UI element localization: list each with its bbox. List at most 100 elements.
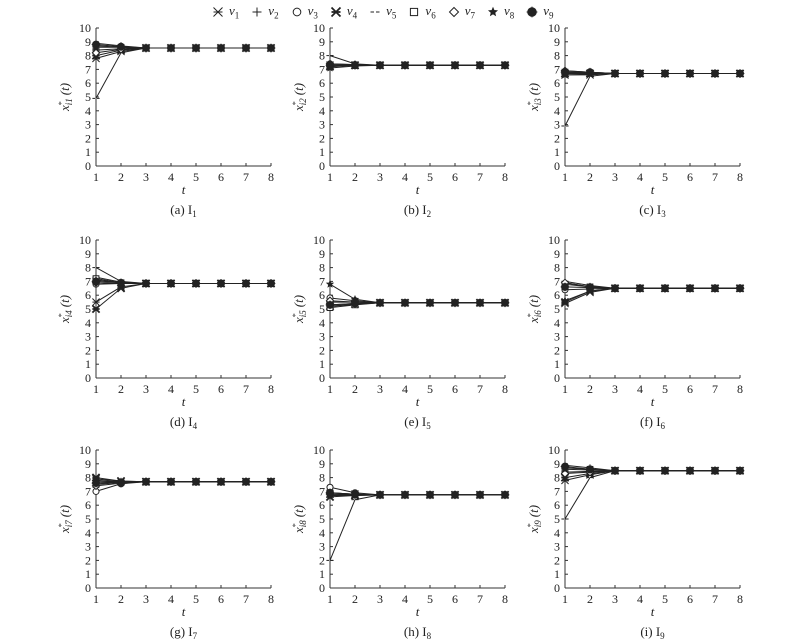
plus-marker-icon — [252, 7, 262, 17]
data-point — [560, 462, 570, 471]
data-point — [635, 283, 645, 293]
series-v9 — [91, 40, 276, 53]
x-tick-label: 3 — [612, 592, 618, 606]
data-point — [425, 60, 435, 70]
y-tick-label: 1 — [554, 357, 560, 371]
y-tick-label: 9 — [319, 247, 325, 261]
legend-item-v3: v3 — [289, 3, 318, 21]
heavy-asterisk-marker-icon — [330, 6, 341, 18]
legend-item-v2: v2 — [249, 3, 279, 21]
y-tick-label: 2 — [85, 553, 91, 567]
x-tick-label: 2 — [587, 170, 593, 184]
x-tick-label: 5 — [193, 592, 199, 606]
y-tick-label: 5 — [85, 90, 91, 104]
y-tick-label: 1 — [554, 567, 560, 581]
y-tick-label: 5 — [85, 302, 91, 316]
data-point — [266, 43, 276, 53]
x-tick-label: 8 — [737, 170, 743, 184]
series-v9 — [91, 477, 276, 488]
y-tick-label: 10 — [79, 21, 91, 35]
x-tick-label: 5 — [427, 382, 433, 396]
y-tick-label: 8 — [319, 49, 325, 63]
x-tick-label: 6 — [452, 170, 458, 184]
y-tick-label: 1 — [85, 357, 91, 371]
x-tick-label: 2 — [587, 382, 593, 396]
data-point — [166, 43, 176, 53]
data-point — [610, 466, 620, 476]
y-tick-label: 2 — [554, 131, 560, 145]
data-point — [166, 279, 176, 288]
data-point — [116, 478, 126, 487]
data-point — [216, 279, 226, 288]
y-tick-label: 8 — [319, 471, 325, 485]
x-tick-label: 7 — [477, 592, 483, 606]
filled-circle-star-marker-icon — [526, 6, 538, 18]
y-tick-label: 2 — [554, 343, 560, 357]
y-tick-label: 9 — [85, 457, 91, 471]
data-point — [141, 43, 151, 53]
x-axis-label: t — [416, 394, 420, 409]
x-tick-label: 6 — [687, 592, 693, 606]
y-tick-label: 9 — [554, 457, 560, 471]
series-v9 — [560, 67, 745, 78]
y-tick-label: 2 — [85, 131, 91, 145]
x-tick-label: 6 — [687, 382, 693, 396]
x-tick-label: 8 — [268, 592, 274, 606]
y-tick-label: 1 — [554, 145, 560, 159]
data-point — [635, 69, 645, 78]
y-tick-label: 5 — [319, 302, 325, 316]
data-point — [660, 69, 670, 78]
y-tick-label: 3 — [85, 540, 91, 554]
y-axis-label: x*i7(t) — [57, 505, 74, 534]
data-point — [425, 490, 435, 500]
y-tick-label: 0 — [554, 581, 560, 595]
y-tick-label: 9 — [554, 247, 560, 261]
x-tick-label: 2 — [118, 382, 124, 396]
data-point — [91, 48, 101, 58]
data-point — [450, 490, 460, 500]
data-point — [91, 277, 101, 286]
y-tick-label: 4 — [319, 104, 325, 118]
y-tick-label: 9 — [319, 457, 325, 471]
x-tick-label: 2 — [118, 592, 124, 606]
x-axis-label: t — [651, 182, 655, 197]
data-point — [191, 477, 201, 487]
y-tick-label: 0 — [554, 159, 560, 173]
y-tick-label: 7 — [85, 62, 91, 76]
y-tick-label: 10 — [79, 233, 91, 247]
y-tick-label: 3 — [85, 118, 91, 132]
series-v5 — [561, 73, 744, 127]
legend-label: v7 — [464, 3, 475, 21]
data-point — [585, 67, 595, 77]
y-tick-label: 2 — [319, 553, 325, 567]
data-point — [475, 490, 485, 500]
y-axis-label: x*i8(t) — [291, 505, 308, 534]
x-tick-label: 1 — [327, 382, 333, 396]
x-axis-label: t — [182, 394, 186, 409]
x-tick-label: 4 — [637, 592, 643, 606]
x-tick-label: 2 — [587, 592, 593, 606]
x-tick-label: 1 — [93, 170, 99, 184]
legend-label: v8 — [503, 3, 515, 21]
y-tick-label: 8 — [554, 49, 560, 63]
y-tick-label: 8 — [554, 471, 560, 485]
x-tick-label: 4 — [402, 170, 408, 184]
data-point — [710, 466, 720, 476]
legend-label: v3 — [307, 3, 318, 21]
y-tick-label: 6 — [85, 76, 91, 90]
series-v9 — [325, 488, 510, 500]
legend-label: v9 — [543, 3, 554, 21]
data-point — [91, 40, 101, 49]
y-axis-label: x*i4(t) — [57, 295, 74, 324]
y-tick-label: 2 — [554, 553, 560, 567]
data-point — [400, 60, 410, 70]
data-point — [216, 477, 226, 487]
x-tick-label: 3 — [143, 592, 149, 606]
x-axis-label: t — [651, 394, 655, 409]
y-tick-label: 0 — [85, 371, 91, 385]
x-tick-label: 5 — [193, 382, 199, 396]
data-point — [266, 477, 276, 487]
y-tick-label: 4 — [85, 526, 91, 540]
